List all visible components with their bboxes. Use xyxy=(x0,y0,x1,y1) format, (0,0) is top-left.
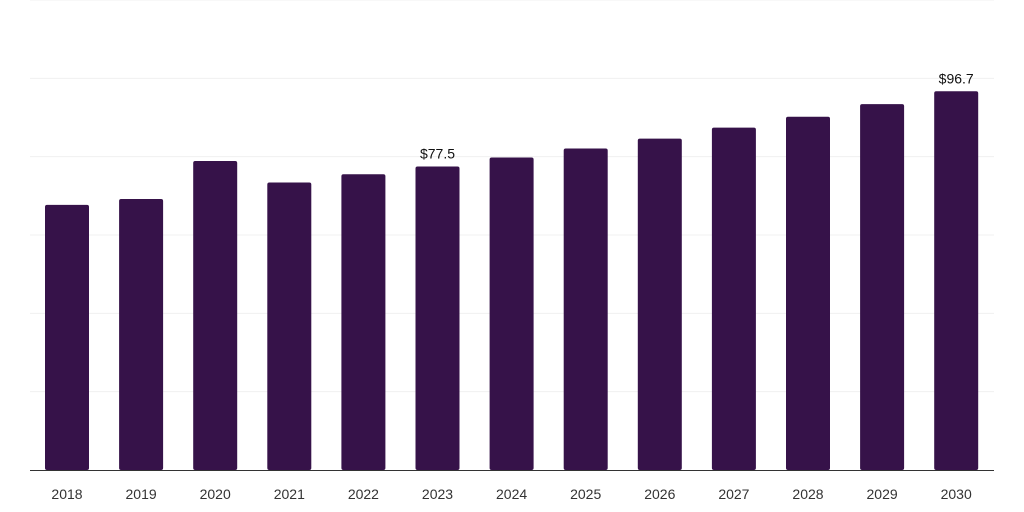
x-tick-labels: 2018 2019 2020 2021 2022 2023 2024 2025 2026 2027… xyxy=(51,486,972,502)
bar-2023[interactable] xyxy=(415,166,460,471)
data-label-2030: $96.7 xyxy=(939,70,974,86)
x-tick-label-2026: 2026 xyxy=(644,486,675,502)
data-label-2023: $77.5 xyxy=(420,145,455,161)
x-tick-label-2030: 2030 xyxy=(941,486,972,502)
bar-2028[interactable] xyxy=(786,116,830,470)
bar-2029[interactable] xyxy=(860,104,905,470)
bar-2021[interactable] xyxy=(267,182,312,470)
bar-2024[interactable] xyxy=(489,157,534,470)
x-tick-label-2027: 2027 xyxy=(718,486,749,502)
x-tick-label-2024: 2024 xyxy=(496,486,527,502)
x-tick-label-2020: 2020 xyxy=(200,486,231,502)
x-tick-label-2019: 2019 xyxy=(126,486,157,502)
bar-2027[interactable] xyxy=(711,127,756,470)
bar-2030[interactable] xyxy=(934,91,979,470)
x-tick-label-2021: 2021 xyxy=(274,486,305,502)
data-labels: $77.5 $96.7 xyxy=(420,70,974,161)
bar-2025[interactable] xyxy=(563,148,608,471)
bar-2018[interactable] xyxy=(45,204,89,470)
bar-2019[interactable] xyxy=(119,198,164,470)
x-tick-label-2028: 2028 xyxy=(792,486,823,502)
x-tick-label-2029: 2029 xyxy=(867,486,898,502)
bar-2022[interactable] xyxy=(341,174,386,470)
bars xyxy=(45,91,979,471)
x-tick-label-2018: 2018 xyxy=(51,486,82,502)
x-tick-label-2022: 2022 xyxy=(348,486,379,502)
bar-2020[interactable] xyxy=(193,160,238,470)
x-tick-label-2025: 2025 xyxy=(570,486,601,502)
x-tick-label-2023: 2023 xyxy=(422,486,453,502)
bar-2026[interactable] xyxy=(637,138,682,470)
